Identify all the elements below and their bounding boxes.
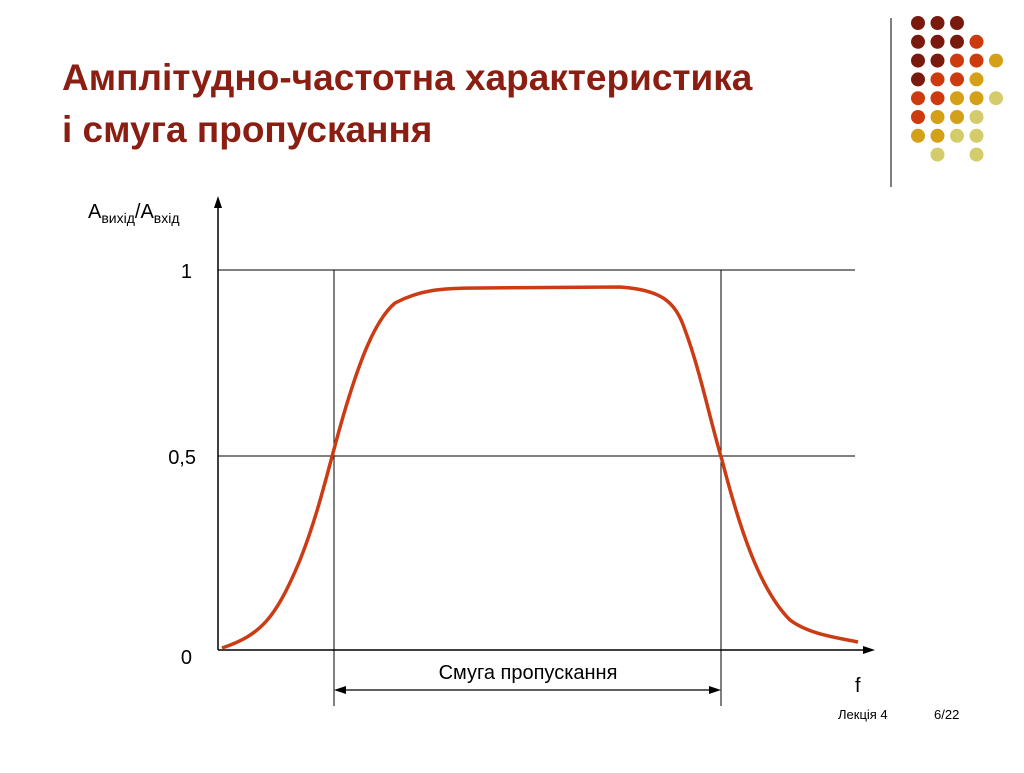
dot bbox=[911, 72, 925, 87]
arrow bbox=[334, 686, 346, 694]
label-part: вихід bbox=[101, 210, 135, 226]
dot bbox=[911, 110, 925, 124]
dot bbox=[950, 72, 964, 87]
arrow bbox=[863, 646, 875, 654]
label-part: A bbox=[88, 201, 102, 223]
dot bbox=[930, 110, 945, 124]
footer-page: 6/22 bbox=[934, 707, 959, 722]
dot bbox=[911, 53, 925, 68]
y-label: 1 bbox=[181, 261, 192, 283]
dot bbox=[911, 128, 925, 143]
dot bbox=[969, 110, 984, 124]
dot bbox=[930, 53, 945, 68]
dot bbox=[911, 34, 925, 49]
dot bbox=[989, 91, 1003, 106]
dot bbox=[930, 147, 945, 162]
y-label: 0,5 bbox=[168, 447, 196, 469]
label-part: вхід bbox=[154, 210, 180, 226]
footer-lecture: Лекція 4 bbox=[838, 707, 888, 722]
arrow bbox=[709, 686, 721, 694]
dot bbox=[969, 147, 984, 162]
band-label: Смуга пропускання bbox=[439, 662, 618, 684]
dot bbox=[930, 128, 945, 143]
dot bbox=[969, 53, 984, 68]
title-line: і смуга пропускання bbox=[62, 109, 432, 150]
dot bbox=[930, 34, 945, 49]
dot bbox=[950, 110, 964, 124]
y-label: 0 bbox=[181, 647, 192, 669]
dot bbox=[969, 91, 984, 106]
dot bbox=[911, 91, 925, 106]
dot bbox=[969, 72, 984, 87]
dot bbox=[969, 34, 984, 49]
dot bbox=[930, 16, 945, 30]
dot bbox=[969, 128, 984, 143]
dot bbox=[930, 91, 945, 106]
decor-dots bbox=[911, 16, 1003, 162]
dot bbox=[950, 128, 964, 143]
arrow bbox=[214, 196, 222, 208]
dot bbox=[911, 16, 925, 30]
dot bbox=[950, 16, 964, 30]
dot bbox=[950, 53, 964, 68]
dot bbox=[930, 72, 945, 87]
dot bbox=[950, 34, 964, 49]
x-axis-label: f bbox=[855, 675, 861, 697]
label-part: /A bbox=[135, 201, 155, 223]
y-axis-label: Aвихід/Aвхід bbox=[88, 201, 180, 226]
dot bbox=[950, 91, 964, 106]
title-line: Амплітудно-частотна характеристика bbox=[62, 57, 753, 98]
dot bbox=[989, 53, 1003, 68]
response-curve bbox=[221, 285, 859, 650]
